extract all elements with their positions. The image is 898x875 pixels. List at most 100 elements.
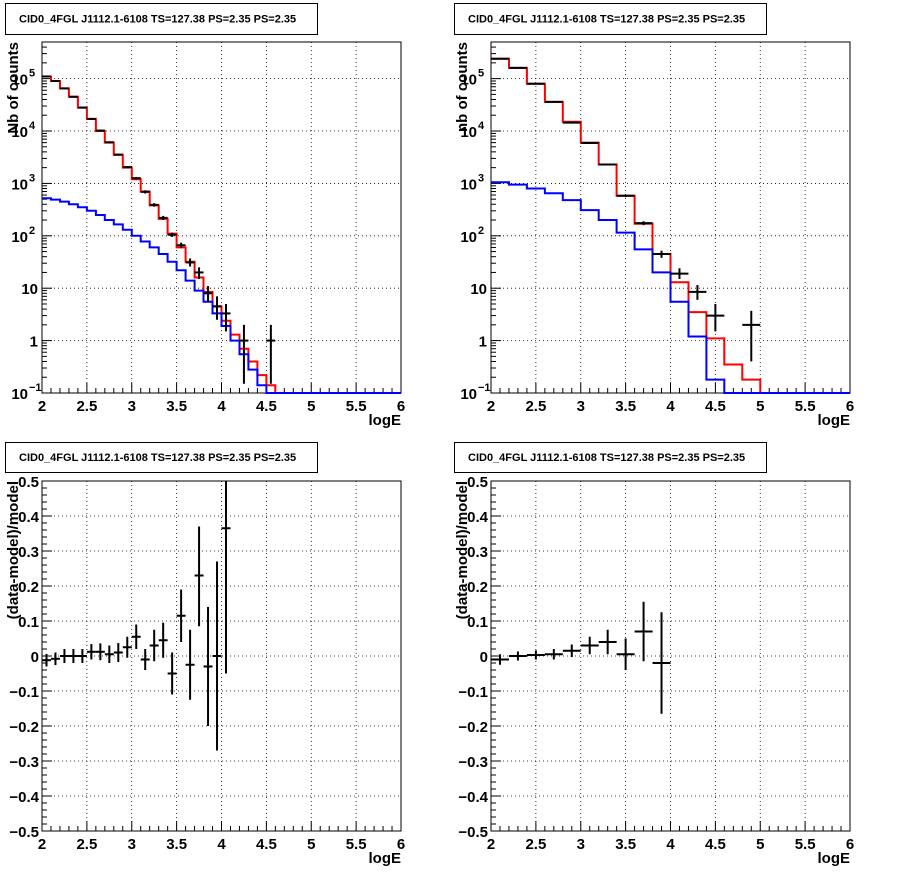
- data-point: [634, 601, 653, 662]
- chart-title: CID0_4FGL J1112.1-6108 TS=127.38 PS=2.35…: [468, 14, 745, 26]
- data-point: [491, 654, 509, 665]
- data-point: [562, 121, 581, 124]
- y-tick-exponent: 4: [29, 120, 36, 132]
- x-tick-label: 3: [128, 398, 136, 415]
- x-tick-label: 5.5: [795, 836, 816, 853]
- x-tick-label: 6: [397, 836, 405, 853]
- y-tick-label: −0.2: [458, 719, 488, 736]
- data-point: [266, 324, 276, 384]
- data-point: [50, 652, 60, 666]
- data-point: [212, 296, 222, 320]
- panel-top-right-counts: CID0_4FGL J1112.1-6108 TS=127.38 PS=2.35…: [454, 3, 854, 429]
- y-tick-exponent: 3: [478, 172, 484, 184]
- x-tick-label: 2.5: [76, 836, 97, 853]
- x-tick-label: 6: [397, 398, 405, 415]
- data-point: [42, 75, 51, 78]
- data-point: [239, 324, 249, 384]
- y-tick-label: 10: [11, 229, 28, 246]
- data-point: [95, 129, 105, 132]
- y-tick-label: 0.1: [18, 614, 39, 631]
- y-tick-exponent: 3: [29, 172, 35, 184]
- y-tick-exponent: −1: [478, 382, 491, 394]
- x-tick-label: 3: [577, 398, 585, 415]
- y-tick-exponent: 2: [478, 225, 484, 237]
- x-tick-label: 2.5: [525, 836, 546, 853]
- data-point: [95, 643, 105, 661]
- data-point: [221, 303, 231, 332]
- data-point: [652, 612, 671, 714]
- x-tick-label: 5.5: [346, 398, 367, 415]
- data-point: [42, 653, 51, 667]
- y-tick-label: 0.2: [18, 579, 39, 596]
- x-tick-label: 2: [38, 836, 46, 853]
- y-tick-label: 0.5: [467, 474, 488, 491]
- title-box: [454, 442, 767, 473]
- data-point: [167, 232, 177, 237]
- data-point: [598, 629, 617, 655]
- data-point: [59, 87, 69, 90]
- model-histogram-line: [491, 181, 850, 394]
- y-tick-label: 10: [460, 176, 477, 193]
- y-tick-label: 1: [30, 334, 38, 351]
- data-point: [194, 267, 204, 279]
- y-tick-exponent: 2: [29, 225, 35, 237]
- x-tick-label: 5.5: [795, 398, 816, 415]
- data-point: [131, 176, 141, 180]
- x-tick-label: 4: [666, 836, 675, 853]
- data-point: [77, 106, 87, 109]
- data-point: [77, 649, 87, 663]
- data-point: [580, 142, 599, 145]
- y-axis-label: (data-model)/model: [454, 481, 471, 619]
- data-point: [167, 652, 177, 695]
- y-tick-label: 10: [11, 176, 28, 193]
- y-tick-label: 10: [460, 124, 477, 141]
- x-tick-label: 3.5: [615, 836, 636, 853]
- data-point: [185, 629, 195, 700]
- data-point: [176, 589, 186, 642]
- x-tick-label: 5: [756, 836, 764, 853]
- data-point: [158, 622, 168, 658]
- data-point: [131, 624, 141, 649]
- data-point: [113, 153, 123, 156]
- data-point: [221, 481, 231, 674]
- y-tick-label: 1: [479, 334, 487, 351]
- x-tick-label: 5.5: [346, 836, 367, 853]
- x-tick-label: 4: [666, 398, 675, 415]
- x-tick-label: 2: [487, 836, 495, 853]
- y-tick-exponent: 5: [478, 68, 484, 80]
- data-point: [104, 141, 114, 144]
- data-point: [122, 636, 132, 658]
- y-tick-label: 10: [11, 72, 28, 89]
- y-axis-label: Nb of counts: [5, 42, 22, 134]
- y-tick-exponent: 5: [29, 68, 35, 80]
- panel-bottom-left-residuals: CID0_4FGL J1112.1-6108 TS=127.38 PS=2.35…: [5, 442, 405, 867]
- data-point: [176, 242, 186, 249]
- x-tick-label: 6: [846, 398, 854, 415]
- y-tick-label: 10: [21, 281, 38, 298]
- y-tick-exponent: −1: [29, 382, 42, 394]
- title-box: [5, 442, 318, 473]
- y-tick-label: −0.5: [458, 824, 488, 841]
- x-tick-label: 3: [577, 836, 585, 853]
- data-point: [212, 561, 222, 751]
- data-point: [122, 166, 132, 169]
- y-tick-label: 10: [470, 281, 487, 298]
- data-point: [185, 258, 195, 267]
- title-box: [454, 3, 767, 35]
- data-point: [508, 651, 527, 661]
- data-point: [526, 650, 545, 660]
- data-point: [194, 526, 204, 627]
- y-tick-label: 0.3: [467, 544, 488, 561]
- x-tick-label: 3.5: [166, 398, 187, 415]
- y-tick-label: 0.4: [467, 509, 489, 526]
- x-tick-label: 4: [217, 398, 226, 415]
- y-tick-label: 0.2: [467, 579, 488, 596]
- x-tick-label: 5: [756, 398, 764, 415]
- data-point: [86, 117, 96, 120]
- chart-title: CID0_4FGL J1112.1-6108 TS=127.38 PS=2.35…: [468, 452, 745, 464]
- y-tick-label: 0.1: [467, 614, 488, 631]
- y-tick-label: −0.2: [9, 719, 39, 736]
- x-tick-label: 4.5: [256, 836, 277, 853]
- x-tick-label: 4.5: [256, 398, 277, 415]
- model-histogram-line: [491, 57, 850, 394]
